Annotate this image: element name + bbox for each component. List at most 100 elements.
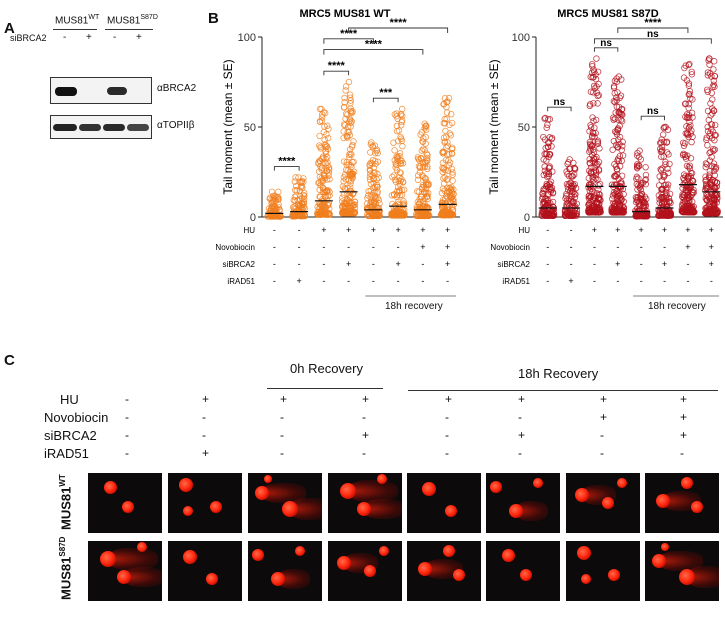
- comet-image: [248, 473, 322, 533]
- data-point: [393, 113, 400, 120]
- data-point: [295, 174, 302, 181]
- data-point: [444, 142, 451, 150]
- data-point: [665, 199, 673, 206]
- data-point: [591, 85, 598, 92]
- data-point: [301, 212, 308, 219]
- data-point: [708, 73, 715, 80]
- data-point: [273, 209, 280, 216]
- data-point: [341, 210, 349, 217]
- c-condition-sign: -: [125, 392, 129, 406]
- data-point: [611, 77, 619, 85]
- data-point: [565, 180, 573, 188]
- data-point: [440, 134, 448, 141]
- c-condition-sign: -: [600, 446, 604, 460]
- data-point: [587, 147, 594, 154]
- data-point: [316, 105, 324, 113]
- significance-bracket: [372, 97, 399, 103]
- y-tick-label: 100: [512, 32, 530, 44]
- data-point: [586, 167, 593, 175]
- condition-sign: +: [685, 242, 690, 252]
- data-point: [615, 73, 622, 80]
- comet-nucleus: [608, 569, 620, 581]
- data-point: [587, 193, 594, 200]
- data-point: [316, 186, 323, 193]
- data-point: [544, 116, 552, 123]
- c-condition-sign: -: [445, 410, 449, 424]
- data-point: [710, 81, 717, 88]
- data-point: [685, 111, 693, 119]
- data-point: [549, 212, 557, 219]
- data-point: [419, 138, 426, 145]
- data-point: [542, 185, 549, 193]
- data-point: [707, 100, 714, 107]
- data-point: [389, 173, 396, 181]
- condition-sign: -: [546, 225, 549, 235]
- c-condition-sign: -: [202, 410, 206, 424]
- data-point: [708, 126, 715, 133]
- comet-image: [88, 541, 162, 601]
- data-point: [703, 182, 710, 190]
- c-condition-sign: +: [362, 392, 370, 406]
- condition-sign: -: [686, 276, 689, 286]
- data-point: [323, 131, 330, 138]
- c-condition-sign: -: [600, 428, 604, 442]
- data-point: [316, 142, 323, 149]
- comet-nucleus: [575, 488, 589, 502]
- c-condition-sign: +: [680, 410, 688, 424]
- c-condition-sign: -: [280, 428, 284, 442]
- data-point: [399, 201, 407, 209]
- band-brca2-lane3: [107, 87, 127, 95]
- data-point: [587, 88, 595, 95]
- data-point: [612, 163, 620, 170]
- data-point: [351, 198, 359, 206]
- comet-nucleus: [443, 545, 455, 557]
- comet-nucleus: [490, 481, 502, 493]
- significance-bracket: [593, 47, 619, 52]
- comet-image: [486, 541, 560, 601]
- mus81-wt-label: MUS81WT: [55, 14, 99, 26]
- condition-sign: -: [298, 259, 301, 269]
- data-point: [687, 122, 694, 129]
- data-point: [320, 109, 327, 116]
- data-point: [448, 119, 456, 127]
- data-point: [634, 165, 641, 172]
- comet-tail: [278, 569, 311, 589]
- data-point: [367, 201, 374, 208]
- data-point: [398, 118, 405, 126]
- data-point: [347, 150, 354, 157]
- data-point: [394, 137, 402, 145]
- data-point: [570, 212, 577, 219]
- data-point: [421, 174, 429, 182]
- data-point: [659, 210, 666, 217]
- data-point: [591, 156, 598, 163]
- significance-label: ****: [328, 60, 346, 72]
- mus81-wt-prefix: MUS81: [55, 15, 89, 27]
- data-point: [440, 166, 448, 173]
- data-point: [659, 131, 667, 138]
- data-point: [563, 190, 570, 198]
- data-point: [563, 210, 571, 218]
- condition-sign: -: [640, 259, 643, 269]
- data-point: [296, 192, 304, 200]
- condition-row-label: HU: [518, 226, 530, 235]
- data-point: [540, 133, 547, 141]
- data-point: [291, 178, 299, 185]
- c-row-label: Novobiocin: [44, 410, 109, 425]
- data-point: [543, 170, 550, 177]
- data-point: [634, 149, 641, 157]
- data-point: [364, 192, 372, 199]
- data-point: [658, 143, 666, 151]
- significance-bracket: [323, 38, 374, 44]
- data-point: [419, 159, 427, 166]
- lane3-sign: -: [113, 32, 117, 43]
- comet-nucleus: [137, 542, 147, 552]
- data-point: [321, 136, 328, 144]
- data-point: [393, 153, 400, 160]
- data-point: [663, 189, 670, 196]
- data-point: [617, 185, 624, 192]
- condition-sign: -: [616, 276, 619, 286]
- condition-row-label: Novobiocin: [215, 243, 255, 252]
- y-axis-label: Tail moment (mean ± SE): [487, 59, 501, 194]
- comet-image: [328, 473, 402, 533]
- condition-sign: -: [570, 259, 573, 269]
